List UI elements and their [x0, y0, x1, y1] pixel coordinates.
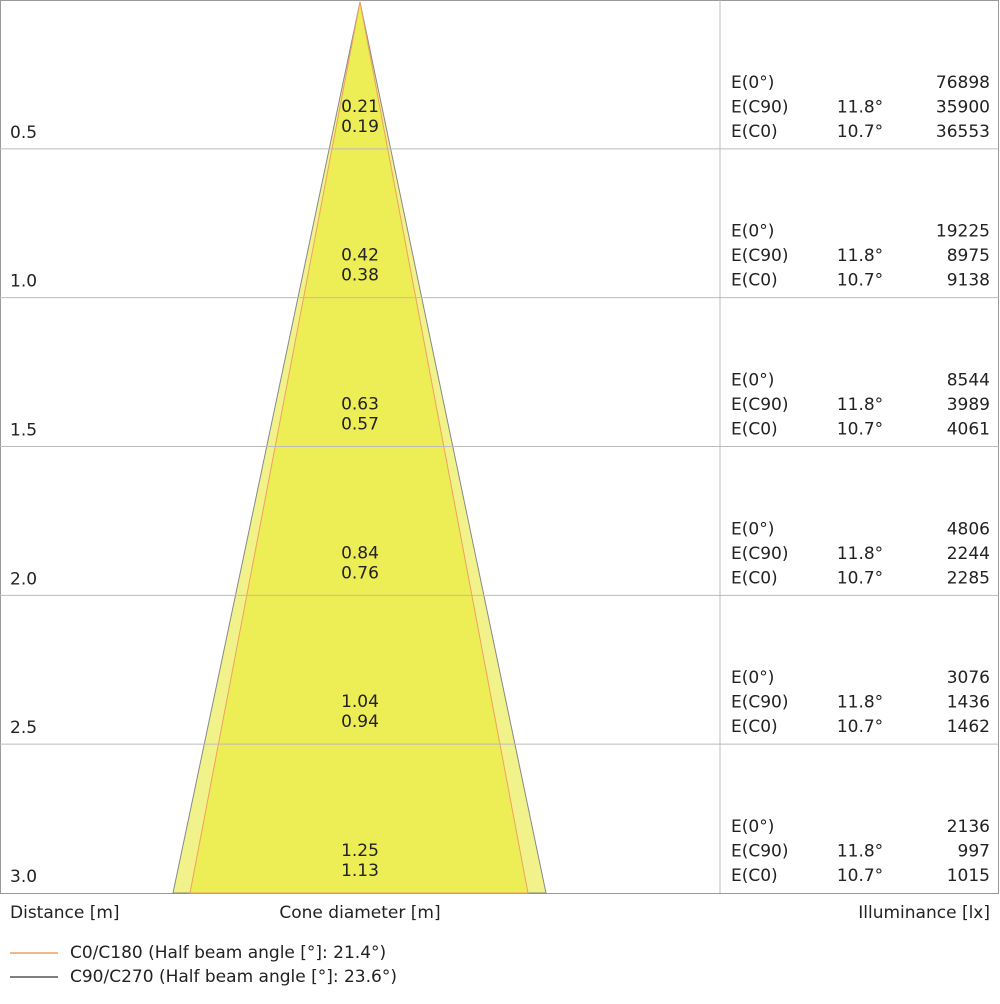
cone-diameter: 0.76 — [341, 563, 379, 583]
illuminance-value: 1015 — [947, 866, 990, 886]
illuminance-value: 76898 — [936, 73, 990, 93]
distance: 1.0 — [10, 272, 37, 292]
illuminance-value: 3076 — [947, 668, 990, 688]
distance: 3.0 — [10, 867, 37, 887]
cone-diameter: 1.25 — [341, 841, 379, 861]
beam-angle: 10.7° — [837, 717, 883, 737]
illuminance-label: E(0°) — [731, 222, 774, 242]
illuminance-value: 2244 — [947, 544, 990, 564]
illuminance-value: 36553 — [936, 122, 990, 142]
beam-angle: 11.8° — [837, 246, 883, 266]
beam-angle: 10.7° — [837, 271, 883, 291]
cone-diameter: 0.84 — [341, 543, 379, 563]
illuminance-value: 9138 — [947, 271, 990, 291]
legend-text: C0/C180 (Half beam angle [°]: 21.4°) — [70, 943, 386, 963]
illuminance-label: E(0°) — [731, 371, 774, 391]
cone-diameter: 0.63 — [341, 395, 379, 415]
footer-label: Distance [m] — [10, 903, 120, 923]
illuminance-label: E(C0) — [731, 717, 778, 737]
distance: 1.5 — [10, 421, 37, 441]
illuminance-value: 8975 — [947, 246, 990, 266]
illuminance-label: E(C90) — [731, 97, 789, 117]
illuminance-value: 4806 — [947, 519, 990, 539]
illuminance-label: E(C90) — [731, 246, 789, 266]
beam-angle: 10.7° — [837, 122, 883, 142]
illuminance-value: 997 — [958, 842, 990, 862]
illuminance-label: E(C90) — [731, 693, 789, 713]
footer-label: Cone diameter [m] — [279, 903, 440, 923]
illuminance-label: E(0°) — [731, 817, 774, 837]
beam-angle: 11.8° — [837, 842, 883, 862]
legend-text: C90/C270 (Half beam angle [°]: 23.6°) — [70, 967, 397, 987]
illuminance-value: 3989 — [947, 395, 990, 415]
illuminance-label: E(C0) — [731, 420, 778, 440]
beam-angle: 10.7° — [837, 420, 883, 440]
illuminance-value: 1436 — [947, 693, 990, 713]
distance: 2.0 — [10, 569, 37, 589]
illuminance-label: E(C0) — [731, 866, 778, 886]
illuminance-value: 1462 — [947, 717, 990, 737]
illuminance-value: 19225 — [936, 222, 990, 242]
cone-diameter: 0.57 — [341, 415, 379, 435]
cone-diameter: 1.04 — [341, 692, 379, 712]
illuminance-label: E(0°) — [731, 519, 774, 539]
cone-diameter: 0.42 — [341, 246, 379, 266]
inner-cone — [189, 1, 529, 894]
illuminance-value: 4061 — [947, 420, 990, 440]
cone-diameter: 0.19 — [341, 117, 379, 137]
illuminance-value: 2285 — [947, 568, 990, 588]
distance: 2.5 — [10, 718, 37, 738]
cone-diameter: 0.21 — [341, 97, 379, 117]
beam-angle: 11.8° — [837, 693, 883, 713]
illuminance-value: 2136 — [947, 817, 990, 837]
footer-label: Illuminance [lx] — [858, 903, 990, 923]
illuminance-label: E(C90) — [731, 842, 789, 862]
beam-angle: 11.8° — [837, 395, 883, 415]
illuminance-value: 8544 — [947, 371, 990, 391]
illuminance-value: 35900 — [936, 97, 990, 117]
illuminance-label: E(C0) — [731, 122, 778, 142]
illuminance-label: E(0°) — [731, 668, 774, 688]
beam-angle: 11.8° — [837, 97, 883, 117]
cone-diameter: 0.94 — [341, 712, 379, 732]
beam-angle: 11.8° — [837, 544, 883, 564]
illuminance-label: E(C0) — [731, 568, 778, 588]
distance: 0.5 — [10, 123, 37, 143]
illuminance-label: E(C0) — [731, 271, 778, 291]
illuminance-label: E(0°) — [731, 73, 774, 93]
cone-diameter: 1.13 — [341, 861, 379, 881]
cone-diameter: 0.38 — [341, 266, 379, 286]
beam-angle: 10.7° — [837, 568, 883, 588]
illuminance-label: E(C90) — [731, 395, 789, 415]
illuminance-label: E(C90) — [731, 544, 789, 564]
beam-angle: 10.7° — [837, 866, 883, 886]
